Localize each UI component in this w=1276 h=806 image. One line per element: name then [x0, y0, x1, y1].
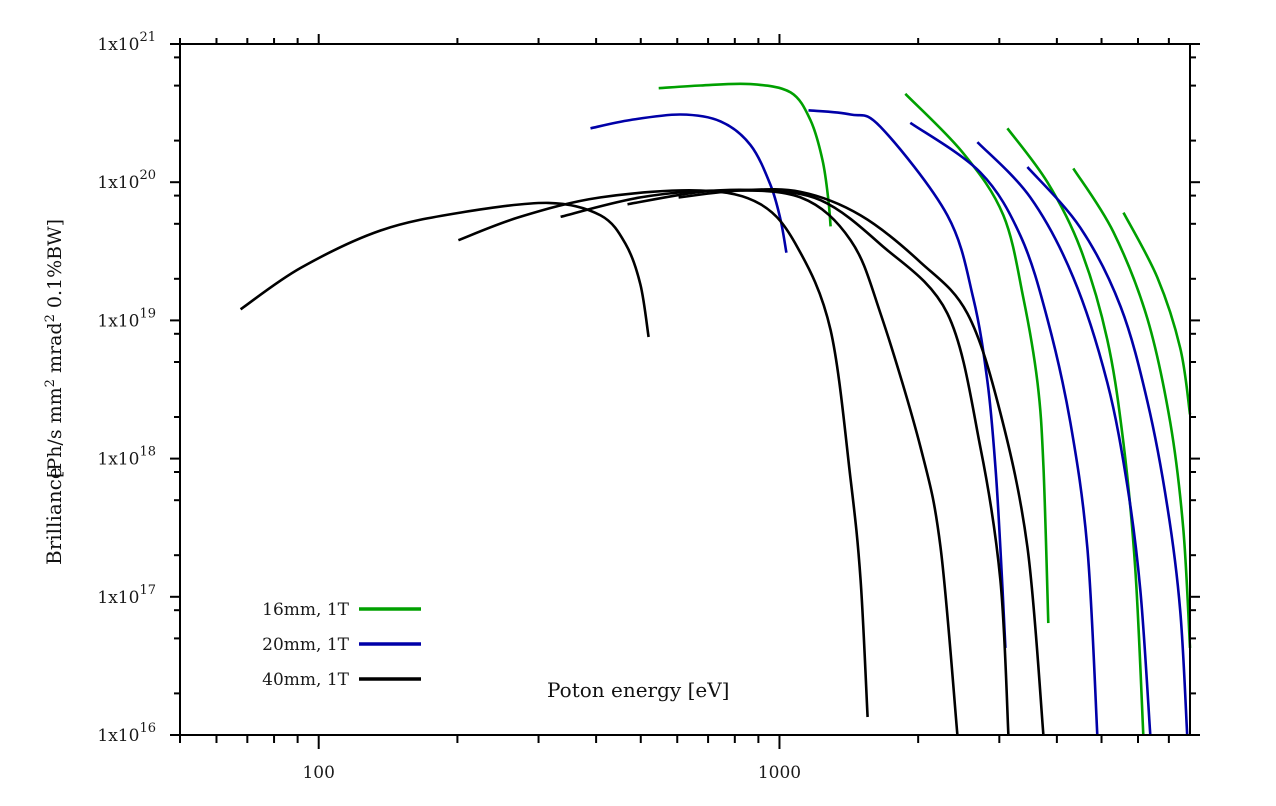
y-tick-label: 1x1019 [97, 306, 156, 331]
series-line-20mm-1tharmonic-1 [590, 113, 788, 253]
series-line-20mm-1tharmonic-3 [808, 109, 1007, 648]
y-tick-exponent: 19 [139, 306, 156, 321]
y-tick-exponent: 17 [139, 583, 156, 598]
series-line-40mm-1tharmonic-9 [678, 187, 1045, 736]
y-units-part-1: [Ph/s mm [44, 387, 66, 478]
x-axis-ticks: 100 1000 [179, 34, 1170, 783]
y-units-part-2: mrad [44, 322, 66, 379]
series-line-40mm-1tharmonic-5 [560, 189, 959, 736]
x-tick-label: 1000 [758, 763, 801, 783]
legend-label: 40mm, 1T [262, 670, 349, 690]
legend-label: 16mm, 1T [262, 600, 349, 620]
series-line-20mm-1tharmonic-5 [909, 121, 1099, 736]
y-tick-exponent: 18 [139, 445, 156, 460]
y-tick-label: 1x1017 [97, 583, 156, 608]
y-tick-base: 1x10 [97, 35, 139, 55]
plot-border [179, 43, 1191, 736]
series-line-20mm-1tharmonic-9 [1026, 166, 1189, 736]
y-axis-label: Brilliance [42, 467, 66, 565]
legend-item: 40mm, 1T [262, 670, 421, 690]
legend: 16mm, 1T 20mm, 1T 40mm, 1T [262, 600, 421, 690]
y-tick-base: 1x10 [97, 173, 139, 193]
plot-frame [179, 43, 1191, 736]
y-tick-base: 1x10 [97, 726, 139, 746]
series-line-16mm-1tharmonic-7 [1072, 167, 1192, 648]
y-tick-label: 1x1018 [97, 445, 156, 470]
legend-item: 16mm, 1T [262, 600, 421, 620]
series-line-16mm-1tharmonic-9 [1122, 212, 1192, 415]
y-tick-label: 1x1021 [97, 30, 156, 55]
legend-item: 20mm, 1T [262, 635, 421, 655]
y-axis-title: Brilliance [Ph/s mm2 mrad2 0.1%BW] [42, 219, 66, 565]
legend-label: 20mm, 1T [262, 635, 349, 655]
y-tick-base: 1x10 [97, 311, 139, 331]
y-units-sup-2: 2 [43, 314, 58, 322]
y-tick-base: 1x10 [97, 450, 139, 470]
series-line-40mm-1tharmonic-1 [239, 201, 650, 338]
series-line-20mm-1tharmonic-7 [976, 141, 1152, 736]
x-axis-label: Poton energy [eV] [547, 678, 729, 702]
y-units-sup-1: 2 [43, 379, 58, 387]
y-tick-exponent: 21 [139, 30, 156, 45]
y-axis-units: [Ph/s mm2 mrad2 0.1%BW] [43, 219, 67, 478]
y-tick-exponent: 20 [139, 168, 156, 183]
x-tick-label: 100 [302, 763, 334, 783]
series-line-16mm-1tharmonic-3 [904, 92, 1050, 624]
y-tick-base: 1x10 [97, 588, 139, 608]
y-tick-exponent: 16 [139, 721, 156, 736]
series-line-16mm-1tharmonic-5 [1006, 127, 1145, 736]
series-line-16mm-1tharmonic-1 [658, 82, 832, 227]
series-line-40mm-1tharmonic-3 [457, 188, 869, 718]
y-tick-label: 1x1020 [97, 168, 156, 193]
series-curves [239, 82, 1192, 736]
y-tick-label: 1x1016 [97, 721, 156, 746]
y-units-part-3: 0.1%BW] [44, 219, 66, 314]
